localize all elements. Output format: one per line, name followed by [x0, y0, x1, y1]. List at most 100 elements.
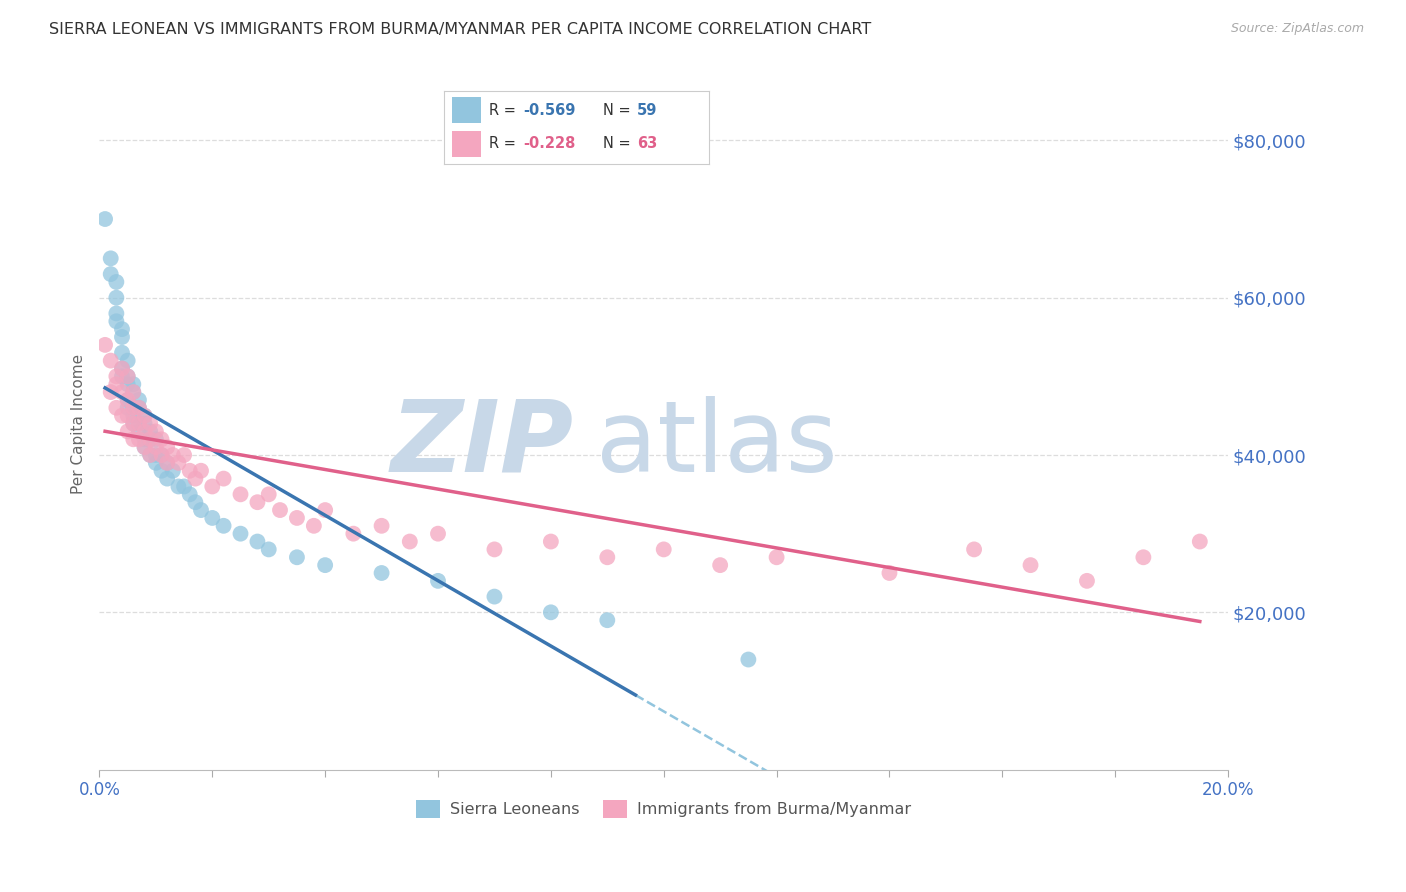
Point: [370, 566, 392, 580]
Point: [128, 392, 150, 407]
Point: [184, 495, 207, 509]
Point: [246, 495, 269, 509]
Point: [111, 385, 134, 400]
Text: Source: ZipAtlas.com: Source: ZipAtlas.com: [1230, 22, 1364, 36]
Point: [122, 401, 145, 415]
Point: [484, 542, 506, 557]
Point: [139, 448, 162, 462]
Point: [167, 479, 190, 493]
Point: [122, 377, 145, 392]
Point: [156, 456, 179, 470]
Point: [134, 409, 156, 423]
Point: [156, 472, 179, 486]
Point: [128, 417, 150, 431]
Point: [139, 448, 162, 462]
Point: [128, 401, 150, 415]
Point: [145, 440, 167, 454]
Point: [963, 542, 986, 557]
Point: [596, 613, 619, 627]
Point: [100, 267, 122, 281]
Point: [285, 550, 308, 565]
Point: [134, 440, 156, 454]
Legend: Sierra Leoneans, Immigrants from Burma/Myanmar: Sierra Leoneans, Immigrants from Burma/M…: [411, 794, 918, 824]
Point: [117, 377, 139, 392]
Point: [128, 432, 150, 446]
Point: [134, 440, 156, 454]
Point: [100, 252, 122, 266]
Point: [167, 456, 190, 470]
Point: [156, 456, 179, 470]
Point: [105, 306, 128, 320]
Point: [427, 574, 450, 588]
Point: [111, 369, 134, 384]
Point: [257, 487, 280, 501]
Point: [201, 511, 224, 525]
Point: [229, 526, 252, 541]
Point: [229, 487, 252, 501]
Point: [122, 432, 145, 446]
Point: [111, 330, 134, 344]
Point: [111, 361, 134, 376]
Point: [1132, 550, 1154, 565]
Point: [370, 518, 392, 533]
Point: [150, 464, 173, 478]
Point: [145, 456, 167, 470]
Point: [128, 401, 150, 415]
Point: [257, 542, 280, 557]
Point: [111, 322, 134, 336]
Point: [179, 487, 201, 501]
Point: [117, 425, 139, 439]
Point: [1188, 534, 1211, 549]
Point: [737, 652, 759, 666]
Point: [134, 417, 156, 431]
Point: [269, 503, 291, 517]
Point: [596, 550, 619, 565]
Point: [540, 534, 562, 549]
Point: [427, 526, 450, 541]
Point: [117, 392, 139, 407]
Point: [105, 369, 128, 384]
Point: [150, 432, 173, 446]
Point: [122, 385, 145, 400]
Point: [117, 392, 139, 407]
Point: [139, 432, 162, 446]
Point: [122, 385, 145, 400]
Point: [150, 448, 173, 462]
Point: [173, 479, 195, 493]
Point: [398, 534, 420, 549]
Point: [94, 338, 117, 352]
Point: [285, 511, 308, 525]
Point: [652, 542, 675, 557]
Point: [150, 448, 173, 462]
Point: [139, 432, 162, 446]
Point: [122, 417, 145, 431]
Point: [111, 345, 134, 359]
Point: [145, 448, 167, 462]
Point: [765, 550, 787, 565]
Point: [179, 464, 201, 478]
Point: [117, 369, 139, 384]
Point: [134, 432, 156, 446]
Point: [212, 518, 235, 533]
Point: [122, 417, 145, 431]
Point: [117, 409, 139, 423]
Point: [100, 385, 122, 400]
Point: [173, 448, 195, 462]
Point: [314, 503, 336, 517]
Point: [117, 353, 139, 368]
Text: atlas: atlas: [596, 396, 838, 492]
Point: [540, 605, 562, 619]
Point: [117, 369, 139, 384]
Point: [117, 401, 139, 415]
Point: [314, 558, 336, 573]
Point: [212, 472, 235, 486]
Point: [94, 212, 117, 227]
Y-axis label: Per Capita Income: Per Capita Income: [72, 353, 86, 493]
Point: [105, 314, 128, 328]
Point: [105, 377, 128, 392]
Point: [246, 534, 269, 549]
Point: [162, 464, 184, 478]
Point: [190, 464, 212, 478]
Point: [184, 472, 207, 486]
Point: [879, 566, 901, 580]
